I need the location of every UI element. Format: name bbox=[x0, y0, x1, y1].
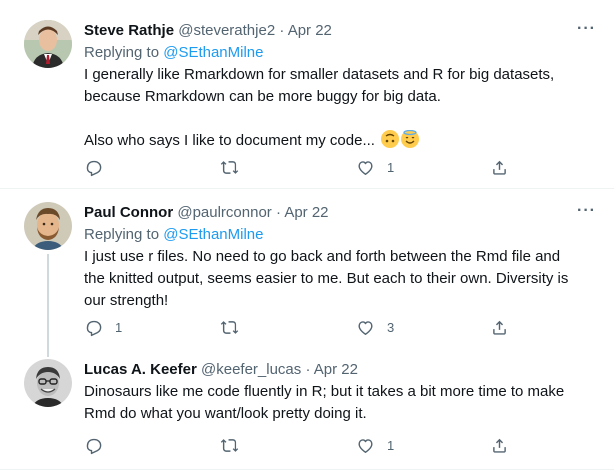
share-button[interactable] bbox=[490, 316, 509, 338]
tweet-divider bbox=[0, 188, 614, 189]
like-button[interactable]: 1 bbox=[356, 434, 394, 456]
like-count: 1 bbox=[387, 159, 395, 175]
like-count: 3 bbox=[387, 319, 395, 335]
replying-to-prefix: Replying to bbox=[84, 226, 164, 243]
replying-to: Replying to @SEthanMilne bbox=[84, 224, 602, 246]
tweet-text-line: Also who says I like to document my code… bbox=[84, 129, 602, 152]
tweet-actions: 1 bbox=[84, 434, 524, 456]
mention-link[interactable]: @SEthanMilne bbox=[163, 44, 264, 61]
avatar[interactable] bbox=[24, 20, 72, 68]
tweet-header: Steve Rathje @steverathje2 · Apr 22 ··· bbox=[84, 20, 602, 42]
author-handle[interactable]: @paulrconnor bbox=[177, 204, 272, 221]
tweet-text: Dinosaurs like me code fluently in R; bu… bbox=[84, 381, 602, 425]
tweet-date[interactable]: Apr 22 bbox=[287, 22, 332, 39]
share-icon bbox=[493, 320, 506, 335]
like-button[interactable]: 3 bbox=[356, 316, 394, 338]
separator-dot: · bbox=[275, 204, 281, 221]
mention-link[interactable]: @SEthanMilne bbox=[163, 226, 264, 243]
tweet-text-line: because Rmarkdown can be more buggy for … bbox=[84, 88, 441, 105]
tweet-lucas-keefer[interactable]: Lucas A. Keefer @keefer_lucas · Apr 22 D… bbox=[0, 349, 614, 471]
more-options-icon[interactable]: ··· bbox=[577, 20, 596, 37]
tweet-date[interactable]: Apr 22 bbox=[284, 204, 329, 221]
tweet-actions: 1 bbox=[84, 156, 524, 178]
author-name[interactable]: Steve Rathje bbox=[84, 22, 175, 39]
tweet-text-line: our strength! bbox=[84, 292, 169, 309]
retweet-icon bbox=[220, 320, 239, 334]
separator-dot: · bbox=[305, 361, 311, 378]
reply-button[interactable] bbox=[84, 434, 115, 456]
like-count: 1 bbox=[387, 437, 395, 453]
reply-button[interactable]: 1 bbox=[84, 316, 122, 338]
heart-icon bbox=[358, 438, 373, 453]
reply-button[interactable] bbox=[84, 156, 115, 178]
retweet-button[interactable] bbox=[220, 316, 251, 338]
tweet-header: Paul Connor @paulrconnor · Apr 22 ··· bbox=[84, 202, 602, 224]
reply-icon bbox=[86, 160, 102, 176]
tweet-date[interactable]: Apr 22 bbox=[313, 361, 358, 378]
thread-connector-line bbox=[47, 254, 49, 357]
author-handle[interactable]: @keefer_lucas bbox=[201, 361, 302, 378]
retweet-button[interactable] bbox=[220, 156, 251, 178]
tweet-text: I just use r files. No need to go back a… bbox=[84, 246, 602, 312]
more-options-icon[interactable]: ··· bbox=[577, 202, 596, 219]
retweet-icon bbox=[220, 160, 239, 174]
tweet-text-line: Rmd do what you want/look pretty doing i… bbox=[84, 405, 367, 422]
tweet-header: Lucas A. Keefer @keefer_lucas · Apr 22 bbox=[84, 359, 602, 381]
reply-icon bbox=[86, 438, 102, 454]
author-name[interactable]: Lucas A. Keefer bbox=[84, 361, 197, 378]
reply-count: 1 bbox=[115, 319, 123, 335]
tweet-text-line: I generally like Rmarkdown for smaller d… bbox=[84, 66, 555, 83]
replying-to-prefix: Replying to bbox=[84, 44, 164, 61]
retweet-button[interactable] bbox=[220, 434, 251, 456]
replying-to: Replying to @SEthanMilne bbox=[84, 42, 602, 64]
retweet-icon bbox=[220, 438, 239, 452]
tweet-text-line: the knitted output, seems easier to me. … bbox=[84, 270, 569, 287]
tweet-divider bbox=[0, 469, 614, 470]
heart-icon bbox=[358, 160, 373, 175]
heart-icon bbox=[358, 320, 373, 335]
author-handle[interactable]: @steverathje2 bbox=[178, 22, 276, 39]
tweet-steve-rathje[interactable]: Steve Rathje @steverathje2 · Apr 22 ··· … bbox=[0, 0, 614, 188]
separator-dot: · bbox=[279, 22, 285, 39]
tweet-text-line: Dinosaurs like me code fluently in R; bu… bbox=[84, 383, 565, 400]
reply-icon bbox=[86, 320, 102, 336]
avatar[interactable] bbox=[24, 202, 72, 250]
avatar[interactable] bbox=[24, 359, 72, 407]
tweet-text-line: I just use r files. No need to go back a… bbox=[84, 248, 561, 265]
share-button[interactable] bbox=[490, 156, 509, 178]
tweet-actions: 1 3 bbox=[84, 316, 524, 338]
share-button[interactable] bbox=[490, 434, 509, 456]
share-icon bbox=[493, 438, 506, 453]
smiling-face-with-halo-emoji-icon bbox=[401, 129, 420, 148]
upside-down-face-emoji-icon bbox=[381, 130, 400, 148]
share-icon bbox=[493, 160, 506, 175]
author-name[interactable]: Paul Connor bbox=[84, 204, 174, 221]
tweet-paul-connor[interactable]: Paul Connor @paulrconnor · Apr 22 ··· Re… bbox=[0, 189, 614, 357]
like-button[interactable]: 1 bbox=[356, 156, 394, 178]
tweet-text: I generally like Rmarkdown for smaller d… bbox=[84, 64, 602, 152]
